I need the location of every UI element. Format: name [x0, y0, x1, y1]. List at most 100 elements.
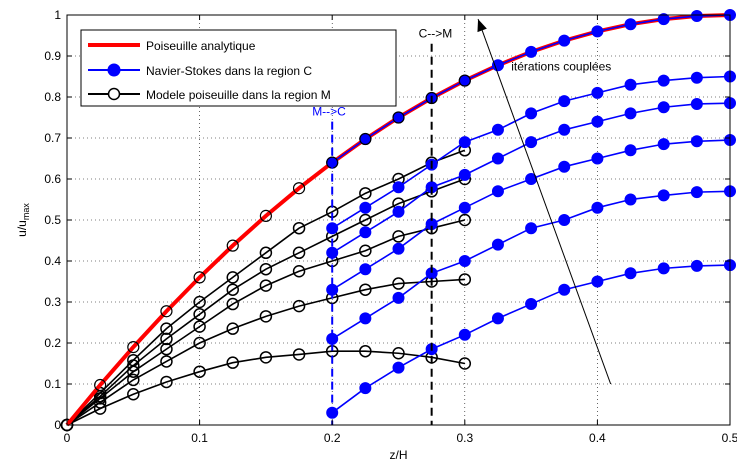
ns-series-point	[359, 382, 372, 395]
ns-series-point	[359, 226, 372, 239]
ns-series-point	[657, 189, 670, 202]
y-tick-label: 0.2	[44, 336, 61, 350]
ns-series-point	[392, 205, 405, 218]
y-tick-label: 0	[54, 418, 61, 432]
y-tick-label: 0.5	[44, 213, 61, 227]
ns-series-point	[525, 298, 538, 311]
legend-label-m: Modele poiseuille dans la region M	[146, 88, 331, 102]
analytic-point	[127, 341, 140, 354]
ns-series-point	[690, 259, 703, 272]
ns-series-point	[558, 283, 571, 296]
ns-series-point	[491, 238, 504, 251]
ns-series-point	[458, 201, 471, 214]
ns-series-point	[657, 74, 670, 87]
annotation-c-to-m: C-->M	[419, 27, 453, 41]
x-tick-label: 0.1	[191, 431, 208, 445]
m-series-point	[292, 348, 306, 361]
ns-series-point	[624, 193, 637, 206]
ns-series-point	[491, 123, 504, 136]
m-series-point	[226, 283, 239, 296]
m-series-point	[359, 344, 372, 358]
ns-series-point	[525, 107, 538, 120]
legend-marker-m	[107, 87, 121, 101]
y-tick-label: 0.3	[44, 295, 61, 309]
m-series-point	[127, 388, 140, 401]
m-series-point	[259, 279, 273, 292]
m-series-point	[226, 356, 239, 369]
series-layer	[60, 9, 736, 432]
m-series-point	[193, 295, 206, 309]
ns-series-point	[657, 262, 670, 275]
m-series-point	[392, 347, 405, 360]
analytic-point	[392, 111, 405, 124]
ns-series-point	[558, 95, 571, 108]
analytic-point	[94, 378, 107, 392]
y-tick-label: 0.4	[44, 254, 61, 268]
analytic-point	[359, 132, 372, 146]
ns-series-point	[690, 71, 703, 84]
ns-series-point	[525, 222, 538, 235]
legend-label-analytic: Poiseuille analytique	[146, 39, 256, 53]
ticks: 0 0.1 0.2 0.3 0.4 0.5 0 0.1 0.2 0.3 0.4 0.5 0.6 0.7 0.…	[44, 8, 737, 445]
iterations-arrow-line	[477, 18, 612, 385]
ns-series-point	[392, 291, 405, 304]
ns-series-point	[392, 181, 405, 194]
m-series-point	[392, 277, 405, 290]
m-series-point	[359, 213, 372, 227]
analytic-point	[193, 271, 206, 284]
m-series-point	[292, 221, 306, 235]
legend: Poiseuille analytique Navier-Stokes dans…	[80, 29, 397, 107]
m-series-point	[392, 230, 405, 243]
ns-series-point	[392, 361, 405, 374]
ns-series-point	[591, 86, 604, 99]
ns-series-point	[657, 13, 670, 26]
legend-label-ns: Navier-Stokes dans la region C	[146, 64, 312, 78]
ns-series-point	[359, 263, 372, 276]
ns-series-point	[591, 275, 604, 288]
ns-series-point	[624, 107, 637, 120]
ns-series-point	[591, 201, 604, 214]
m-series-point	[259, 246, 273, 260]
ns-series-point	[458, 255, 471, 267]
m-series-point	[259, 310, 273, 323]
analytic-point	[292, 182, 306, 195]
iterations-arrow-head	[477, 19, 487, 33]
m-series-point	[458, 213, 472, 227]
y-tick-label: 1	[54, 8, 61, 22]
ns-series-point	[624, 267, 637, 280]
ns-series-point	[458, 168, 471, 181]
m-series-point	[127, 353, 140, 367]
analytic-point	[226, 239, 239, 252]
m-series-point	[127, 373, 140, 387]
x-tick-label: 0.5	[722, 431, 737, 445]
ns-series-point	[458, 136, 471, 149]
m-series-point	[160, 355, 173, 368]
ns-series-point	[359, 312, 372, 325]
y-tick-label: 0.7	[44, 131, 61, 145]
y-tick-label: 0.6	[44, 172, 61, 186]
m-series-point	[359, 283, 372, 296]
ns-series-point	[591, 25, 604, 38]
m-series-line	[66, 278, 465, 426]
ns-series-point	[558, 123, 571, 136]
legend-marker-ns	[107, 63, 121, 77]
m-series-point	[458, 273, 472, 286]
annotation-layer: M-->C C-->M itérations couplées	[312, 18, 612, 425]
m-series-point	[193, 320, 206, 333]
ns-series-point	[392, 242, 405, 255]
ns-series-point	[558, 160, 571, 173]
ns-series-point	[690, 97, 703, 110]
m-series-point	[193, 336, 206, 350]
m-series-point	[226, 271, 239, 284]
ns-series-point	[690, 186, 703, 199]
m-series-point	[292, 299, 306, 313]
m-series-line	[66, 149, 466, 426]
x-tick-label: 0	[64, 431, 71, 445]
ns-series-point	[525, 136, 538, 149]
annotation-iterations: itérations couplées	[511, 59, 611, 73]
ns-series-point	[591, 152, 604, 165]
m-series-point	[259, 351, 273, 364]
y-tick-label: 0.9	[44, 49, 61, 63]
ns-series-point	[558, 214, 571, 226]
